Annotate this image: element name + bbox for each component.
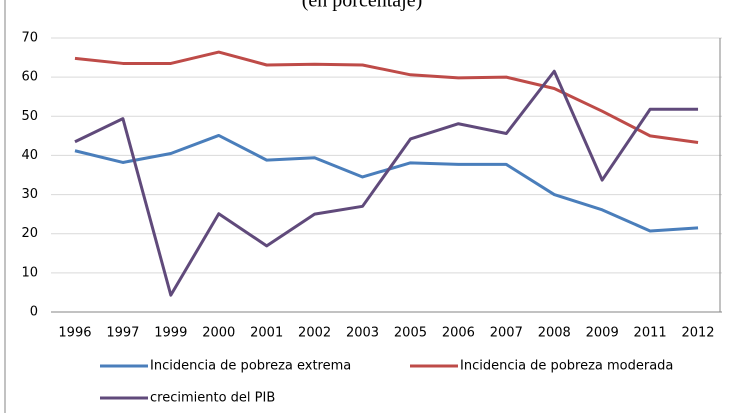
series-line <box>74 50 699 144</box>
y-tick-label: 10 <box>21 265 38 280</box>
x-tick-label: 1997 <box>106 326 139 341</box>
x-tick-label: 2009 <box>586 326 619 341</box>
x-tick-label: 1999 <box>154 326 187 341</box>
series-line <box>74 69 699 297</box>
series-line <box>74 133 699 233</box>
x-tick-label: 2012 <box>681 326 714 341</box>
x-tick-label: 2008 <box>538 326 571 341</box>
y-tick-label: 60 <box>21 70 38 85</box>
legend-label: Incidencia de pobreza moderada <box>460 359 673 374</box>
x-tick-label: 2007 <box>490 326 523 341</box>
y-tick-label: 40 <box>21 148 38 163</box>
x-tick-label: 2006 <box>442 326 475 341</box>
legend-label: Incidencia de pobreza extrema <box>150 359 351 374</box>
x-tick-label: 2011 <box>634 326 667 341</box>
chart-title: (en porcentaje) <box>302 0 422 12</box>
x-tick-label: 1996 <box>58 326 91 341</box>
x-tick-label: 2003 <box>346 326 379 341</box>
y-tick-label: 0 <box>30 305 38 320</box>
y-tick-label: 30 <box>21 187 38 202</box>
legend-label: crecimiento del PIB <box>150 391 275 406</box>
x-tick-label: 2005 <box>394 326 427 341</box>
x-tick-label: 2001 <box>250 326 283 341</box>
y-tick-label: 20 <box>21 226 38 241</box>
y-tick-label: 70 <box>21 31 38 46</box>
x-tick-label: 2002 <box>298 326 331 341</box>
x-tick-label: 2000 <box>202 326 235 341</box>
chart-frame <box>4 0 6 413</box>
y-tick-label: 50 <box>21 109 38 124</box>
